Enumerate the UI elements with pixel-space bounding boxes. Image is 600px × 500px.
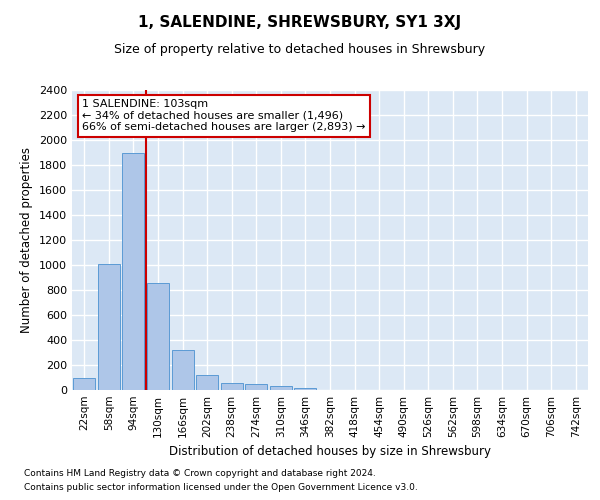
- Bar: [295, 388, 316, 390]
- Bar: [122, 152, 145, 390]
- Bar: [147, 283, 169, 390]
- X-axis label: Distribution of detached houses by size in Shrewsbury: Distribution of detached houses by size …: [169, 446, 491, 458]
- Bar: [221, 382, 243, 390]
- Y-axis label: Number of detached properties: Number of detached properties: [20, 147, 34, 333]
- Text: Size of property relative to detached houses in Shrewsbury: Size of property relative to detached ho…: [115, 42, 485, 56]
- Text: Contains public sector information licensed under the Open Government Licence v3: Contains public sector information licen…: [24, 484, 418, 492]
- Bar: [245, 384, 268, 390]
- Bar: [98, 264, 120, 390]
- Bar: [270, 386, 292, 390]
- Text: 1 SALENDINE: 103sqm
← 34% of detached houses are smaller (1,496)
66% of semi-det: 1 SALENDINE: 103sqm ← 34% of detached ho…: [82, 99, 366, 132]
- Text: 1, SALENDINE, SHREWSBURY, SY1 3XJ: 1, SALENDINE, SHREWSBURY, SY1 3XJ: [139, 15, 461, 30]
- Text: Contains HM Land Registry data © Crown copyright and database right 2024.: Contains HM Land Registry data © Crown c…: [24, 468, 376, 477]
- Bar: [73, 378, 95, 390]
- Bar: [196, 375, 218, 390]
- Bar: [172, 350, 194, 390]
